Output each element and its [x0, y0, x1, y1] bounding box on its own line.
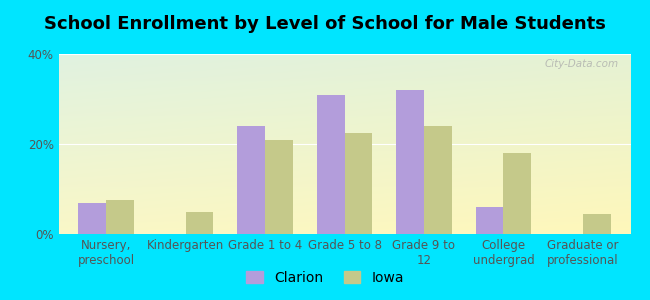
Bar	[396, 90, 424, 234]
Bar	[186, 212, 213, 234]
Bar	[583, 214, 610, 234]
Text: City-Data.com: City-Data.com	[545, 59, 619, 69]
Bar	[317, 94, 345, 234]
Bar	[503, 153, 531, 234]
Text: School Enrollment by Level of School for Male Students: School Enrollment by Level of School for…	[44, 15, 606, 33]
Bar	[476, 207, 503, 234]
Legend: Clarion, Iowa: Clarion, Iowa	[240, 265, 410, 290]
Bar	[106, 200, 134, 234]
Bar	[344, 133, 372, 234]
Bar	[237, 126, 265, 234]
Bar	[79, 202, 106, 234]
Bar	[265, 140, 293, 234]
Bar	[424, 126, 452, 234]
